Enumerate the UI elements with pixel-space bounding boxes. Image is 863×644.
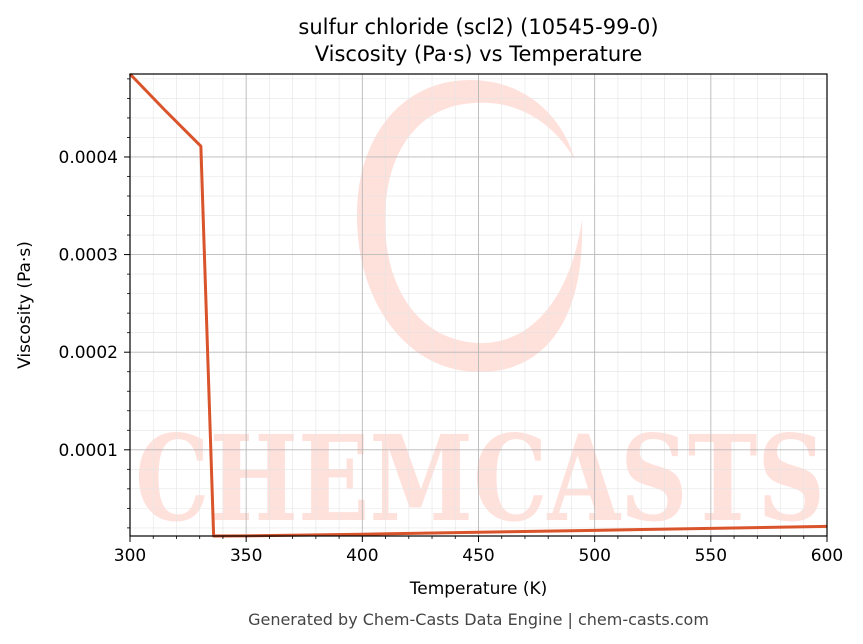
y-axis-ticks: 0.0001 0.0002 0.0003 0.0004 bbox=[59, 78, 130, 529]
y-tick-label: 0.0003 bbox=[59, 246, 118, 266]
chemcasts-watermark: CHEMCASTS bbox=[135, 80, 825, 548]
x-tick-label: 400 bbox=[346, 546, 378, 566]
x-tick-label: 600 bbox=[811, 546, 843, 566]
chart-title: sulfur chloride (scl2) (10545-99-0) bbox=[298, 15, 658, 39]
x-tick-label: 350 bbox=[230, 546, 262, 566]
footer-credit: Generated by Chem-Casts Data Engine | ch… bbox=[248, 610, 709, 629]
watermark-ring-logo bbox=[356, 80, 583, 372]
y-axis-label: Viscosity (Pa·s) bbox=[15, 241, 35, 369]
x-axis-label: Temperature (K) bbox=[409, 579, 548, 599]
y-tick-label: 0.0001 bbox=[59, 441, 118, 461]
watermark-text: CHEMCASTS bbox=[135, 409, 825, 548]
x-tick-label: 300 bbox=[114, 546, 146, 566]
x-tick-label: 500 bbox=[578, 546, 610, 566]
chart-subtitle: Viscosity (Pa·s) vs Temperature bbox=[315, 42, 643, 66]
x-axis-ticks: 300 350 400 450 500 550 600 bbox=[114, 536, 843, 566]
viscosity-series-line bbox=[128, 72, 828, 538]
x-tick-label: 450 bbox=[462, 546, 494, 566]
y-tick-label: 0.0004 bbox=[59, 148, 118, 168]
x-tick-label: 550 bbox=[695, 546, 727, 566]
y-tick-label: 0.0002 bbox=[59, 343, 118, 363]
